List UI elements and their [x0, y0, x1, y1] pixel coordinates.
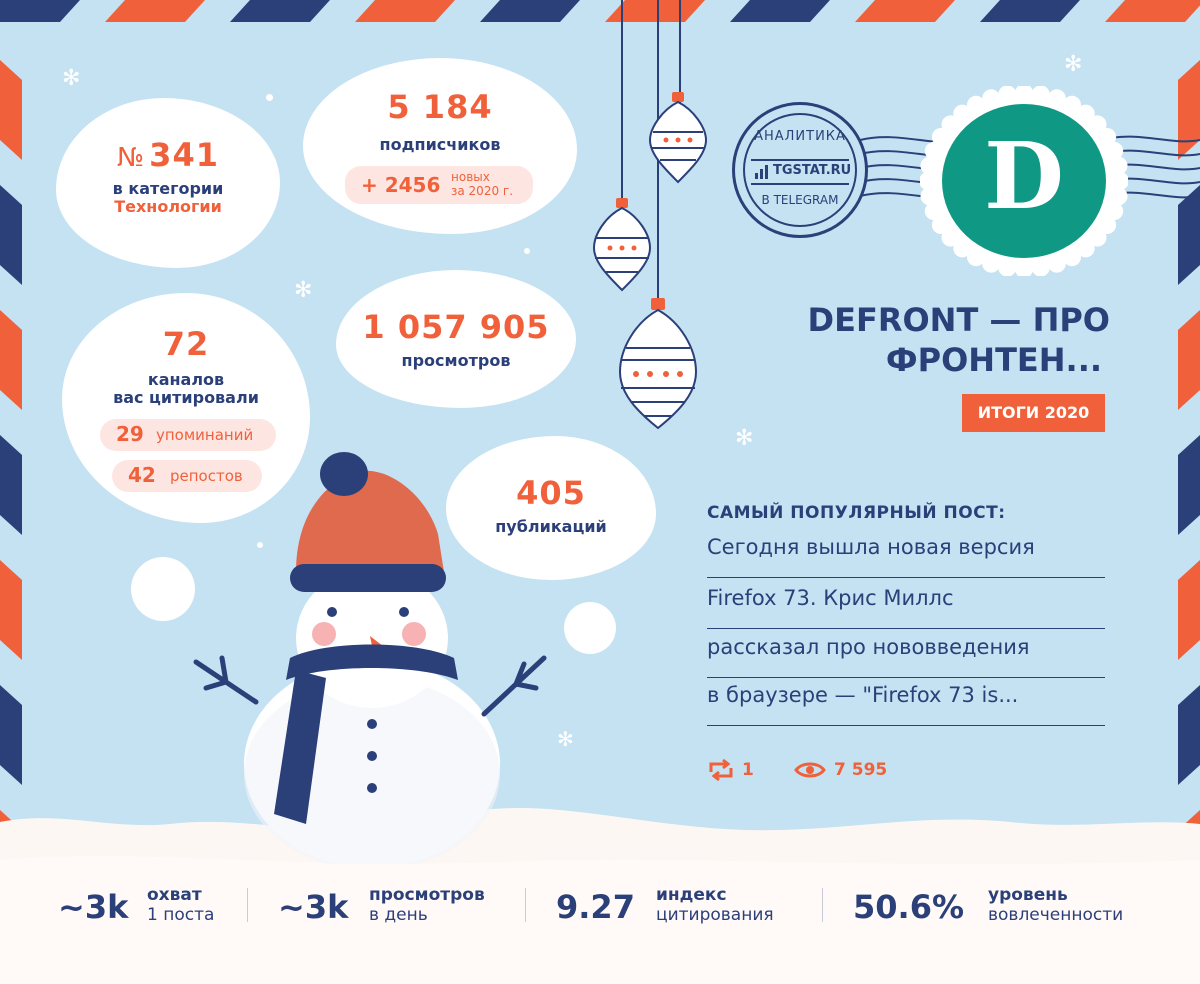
stat-reach-label: охват [147, 885, 202, 905]
border-stripe [230, 0, 330, 22]
post-views-count: 7 595 [834, 760, 888, 780]
tgstat-stamp: АНАЛИТИКА TGSTAT.RU В TELEGRAM [732, 102, 868, 238]
border-stripe [355, 0, 455, 22]
citations-card: 72 каналов вас цитировали 29 упоминаний … [62, 293, 310, 523]
snow-dot [257, 542, 263, 548]
border-stripe [0, 185, 22, 285]
mentions-pill: 29 упоминаний [100, 419, 276, 451]
channel-title-line1: DEFRONT — ПРО [807, 301, 1110, 339]
border-stripe [105, 0, 205, 22]
border-stripe [1178, 560, 1200, 660]
reposts-value: 42 [128, 463, 156, 487]
border-stripe [480, 0, 580, 22]
mentions-label: упоминаний [156, 426, 254, 444]
snowflake-icon: ✻ [735, 426, 754, 451]
border-stripe [0, 310, 22, 410]
reposts-pill: 42 репостов [112, 460, 262, 492]
border-stripe [855, 0, 955, 22]
subscribers-value: 5 184 [387, 88, 493, 126]
new-subscribers-label: новых [451, 170, 490, 184]
border-stripe [0, 60, 22, 160]
channel-title: DEFRONT — ПРО ФРОНТЕН... [780, 300, 1110, 380]
stat-daily-views-value: ~3k [278, 888, 349, 926]
stamp-brand-bar: TGSTAT.RU [751, 159, 852, 185]
stat-engagement-value: 50.6% [853, 888, 965, 926]
border-stripe [1178, 685, 1200, 785]
rank-label: в категории [112, 179, 224, 198]
rank-value: 341 [149, 136, 219, 174]
citations-value: 72 [162, 325, 210, 363]
border-stripe [730, 0, 830, 22]
posts-card: 405 публикаций [446, 436, 656, 580]
border-stripe [0, 0, 80, 22]
snowflake-icon: ✻ [557, 727, 574, 751]
channel-title-line2: ФРОНТЕН... [885, 341, 1102, 379]
subscribers-card: 5 184 подписчиков + 2456 новых за 2020 г… [303, 58, 577, 234]
border-stripe [980, 0, 1080, 22]
border-stripe [0, 435, 22, 535]
posts-value: 405 [516, 474, 586, 512]
stat-divider [525, 888, 526, 922]
popular-post-line: рассказал про нововведения [707, 633, 1105, 678]
stat-daily-views-label: просмотров [369, 885, 485, 905]
border-stripe [1178, 310, 1200, 410]
views-value: 1 057 905 [362, 308, 550, 346]
ornament-icon [592, 0, 708, 430]
stat-citation-index-label: индекс [656, 885, 727, 905]
stat-reach-sublabel: 1 поста [147, 905, 215, 925]
border-stripe [1105, 0, 1200, 22]
logo-letter: D [984, 122, 1064, 230]
views-card: 1 057 905 просмотров [336, 270, 576, 408]
channel-logo: D [942, 104, 1106, 258]
snowball [131, 557, 195, 621]
eye-icon [794, 760, 826, 780]
rank-prefix: № [117, 143, 145, 173]
stat-reach-value: ~3k [58, 888, 129, 926]
border-stripe [1178, 60, 1200, 160]
post-reposts-count: 1 [742, 760, 754, 780]
stat-citation-index-sublabel: цитирования [656, 905, 774, 925]
new-subscribers-pill: + 2456 новых за 2020 г. [345, 166, 533, 204]
snowball [564, 602, 616, 654]
new-subscribers-period: за 2020 г. [451, 184, 514, 198]
stamp-bottom-text: В TELEGRAM [761, 193, 839, 207]
subscribers-label: подписчиков [379, 135, 501, 154]
snowflake-icon: ✻ [62, 66, 81, 91]
popular-post-line: Firefox 73. Крис Миллс [707, 584, 1105, 629]
rank-category: Технологии [114, 197, 222, 216]
snowman-icon [193, 452, 547, 864]
signal-bars-icon [755, 164, 769, 179]
snow-dot [266, 94, 273, 101]
summary-badge: ИТОГИ 2020 [962, 394, 1105, 432]
border-stripe [1178, 435, 1200, 535]
popular-post-line: Сегодня вышла новая версия [707, 533, 1105, 578]
snowflake-icon: ✻ [294, 278, 313, 303]
stat-engagement-sublabel: вовлеченности [988, 905, 1124, 925]
repost-icon [707, 758, 735, 782]
border-stripe [1178, 185, 1200, 285]
popular-post-line: в браузере — "Firefox 73 is... [707, 681, 1105, 726]
border-stripe [0, 560, 22, 660]
border-stripe [0, 685, 22, 785]
popular-post-heading: САМЫЙ ПОПУЛЯРНЫЙ ПОСТ: [707, 503, 1006, 523]
snow-dot [524, 248, 530, 254]
stat-citation-index-value: 9.27 [556, 888, 635, 926]
rank-number: № 341 [56, 136, 280, 174]
stat-divider [247, 888, 248, 922]
mentions-value: 29 [116, 422, 144, 446]
stat-daily-views-sublabel: в день [369, 905, 428, 925]
stamp-brand: TGSTAT.RU [773, 163, 852, 178]
views-label: просмотров [401, 351, 511, 370]
rank-card: № 341 в категории Технологии [56, 98, 280, 268]
stamp-top-text: АНАЛИТИКА [754, 129, 846, 144]
citations-sublabel: вас цитировали [113, 388, 259, 407]
stat-engagement-label: уровень [988, 885, 1068, 905]
stat-divider [822, 888, 823, 922]
new-subscribers-value: + 2456 [361, 173, 441, 197]
citations-label: каналов [147, 370, 225, 389]
posts-label: публикаций [495, 517, 607, 536]
snowflake-icon: ✻ [1064, 52, 1083, 77]
reposts-label: репостов [170, 467, 243, 485]
